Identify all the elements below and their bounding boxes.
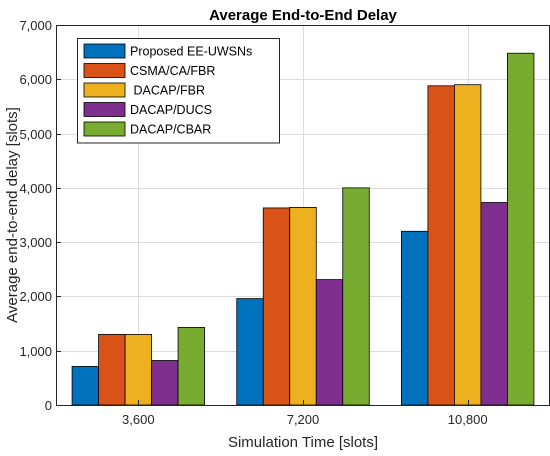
bar [342, 187, 370, 406]
y-axis-title: Average end-to-end delay [slots] [4, 107, 21, 323]
y-tick-label: 1,000 [19, 344, 52, 359]
bar [124, 334, 152, 406]
y-tick-label: 5,000 [19, 127, 52, 142]
bar [427, 85, 455, 406]
legend-label: DACAP/CBAR [130, 123, 211, 137]
bar [507, 52, 535, 406]
y-tick-label: 4,000 [19, 181, 52, 196]
axis-ticks: 0 1,000 2,000 3,000 4,000 5,000 6,000 7,000 3,60… [19, 18, 487, 427]
bar [151, 360, 179, 406]
x-tick-label: 10,800 [448, 412, 488, 427]
legend-label: DACAP/FBR [130, 84, 205, 98]
bar [262, 207, 291, 406]
y-tick-label: 7,000 [19, 18, 52, 33]
legend: Proposed EE-UWSNs CSMA/CA/FBR DACAP/FBR DA… [77, 38, 280, 144]
y-tick-label: 2,000 [19, 289, 52, 304]
y-tick-label: 0 [45, 398, 52, 413]
y-tick-label: 6,000 [19, 72, 52, 87]
bar [177, 326, 205, 406]
bar [289, 206, 317, 406]
legend-swatch [83, 82, 126, 98]
bar [71, 366, 99, 406]
legend-swatch [83, 43, 126, 59]
bar [315, 279, 344, 406]
bar [236, 298, 264, 406]
legend-swatch [83, 63, 126, 78]
legend-label: Proposed EE-UWSNs [130, 45, 252, 59]
bar [480, 202, 508, 406]
bar [98, 334, 126, 406]
x-tick-label: 3,600 [122, 412, 155, 427]
legend-label: DACAP/DUCS [130, 103, 212, 117]
bar [454, 84, 482, 406]
bar [401, 230, 429, 406]
y-tick-label: 3,000 [19, 235, 52, 250]
chart-title: Average End-to-End Delay [209, 7, 397, 24]
legend-swatch [83, 102, 126, 117]
x-tick-label: 7,200 [287, 412, 320, 427]
x-axis-title: Simulation Time [slots] [228, 434, 378, 451]
legend-swatch [83, 121, 126, 137]
legend-label: CSMA/CA/FBR [130, 64, 215, 78]
